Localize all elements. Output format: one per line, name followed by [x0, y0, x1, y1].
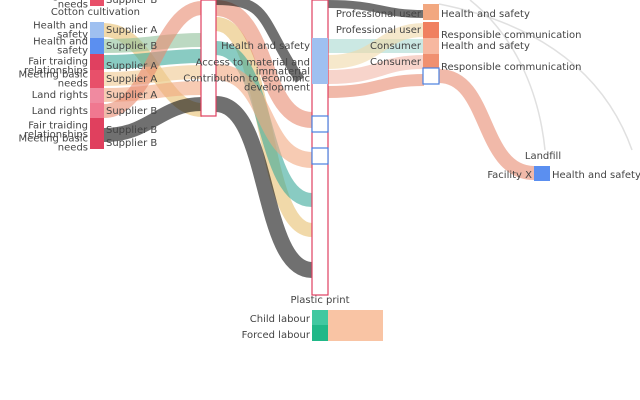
right-rows: Professional user Health and safety Profes…: [336, 9, 582, 73]
label: Professional user: [336, 25, 422, 36]
label: Facility X: [487, 170, 532, 181]
node: [90, 38, 104, 54]
node: [422, 67, 440, 85]
node: [90, 70, 104, 88]
flow: [438, 69, 535, 180]
flow: [438, 3, 633, 151]
label: Health and safety: [33, 37, 88, 57]
node: [90, 118, 104, 149]
node: [423, 38, 439, 54]
node: [90, 54, 104, 70]
label: Health and safety: [441, 9, 530, 20]
label: Supplier B: [106, 138, 157, 149]
node: [312, 38, 328, 84]
flow: [327, 23, 425, 69]
flow: [327, 55, 425, 84]
label: Supplier B: [106, 41, 157, 52]
label: Plastic print: [290, 295, 349, 306]
node: [311, 147, 329, 165]
node: [90, 22, 104, 38]
node: [311, 115, 329, 133]
flow: [215, 0, 314, 128]
flow: [327, 74, 425, 98]
label: Professional user: [336, 9, 422, 20]
label: Health and safety: [441, 41, 530, 52]
label: Health and safety: [221, 41, 310, 52]
flows: [103, 0, 633, 341]
flow: [103, 1, 204, 118]
flow: [103, 97, 203, 142]
label: Land rights: [32, 106, 88, 117]
flow: [214, 96, 314, 278]
flow: [215, 0, 305, 83]
label: Fair traiding relationships: [24, 57, 88, 77]
node: [534, 166, 550, 181]
label: Access to material and immaterial: [196, 58, 310, 78]
label: Supplier A: [106, 74, 157, 85]
label: Supplier B: [106, 125, 157, 136]
label: Supplier B: [106, 0, 157, 6]
node: [423, 22, 439, 38]
label: Land rights: [32, 90, 88, 101]
label: Consumer: [370, 57, 422, 68]
label: Responsible communication: [441, 30, 581, 41]
node: [90, 0, 104, 6]
label: Child labour: [250, 314, 311, 325]
flow: [469, 0, 546, 151]
flow: [103, 33, 203, 53]
flow: [215, 64, 313, 168]
flow: [103, 65, 203, 86]
label: Cotton cultivation: [51, 7, 140, 18]
label: Forced labour: [242, 330, 311, 341]
flow: [103, 81, 203, 102]
flow: [328, 310, 383, 341]
node: [423, 54, 439, 68]
label: Supplier A: [106, 61, 157, 72]
nodes: [90, 0, 550, 341]
label: Supplier A: [106, 25, 157, 36]
label: Health and safety: [33, 21, 88, 41]
label: Fair traiding relationships: [24, 121, 88, 141]
label: Contribution to economic development: [183, 74, 310, 94]
node: [90, 103, 104, 118]
flow: [327, 0, 425, 18]
label: Supplier B: [106, 106, 157, 117]
label: Supplier A: [106, 90, 157, 101]
node: [90, 88, 104, 103]
label: Landfill: [525, 151, 561, 162]
node: [312, 310, 328, 325]
node: [423, 4, 439, 20]
label: Consumer: [370, 41, 422, 52]
label: Health and safety: [552, 170, 640, 181]
node: [312, 325, 328, 341]
node: [200, 0, 217, 117]
label: Responsible communication: [441, 62, 581, 73]
